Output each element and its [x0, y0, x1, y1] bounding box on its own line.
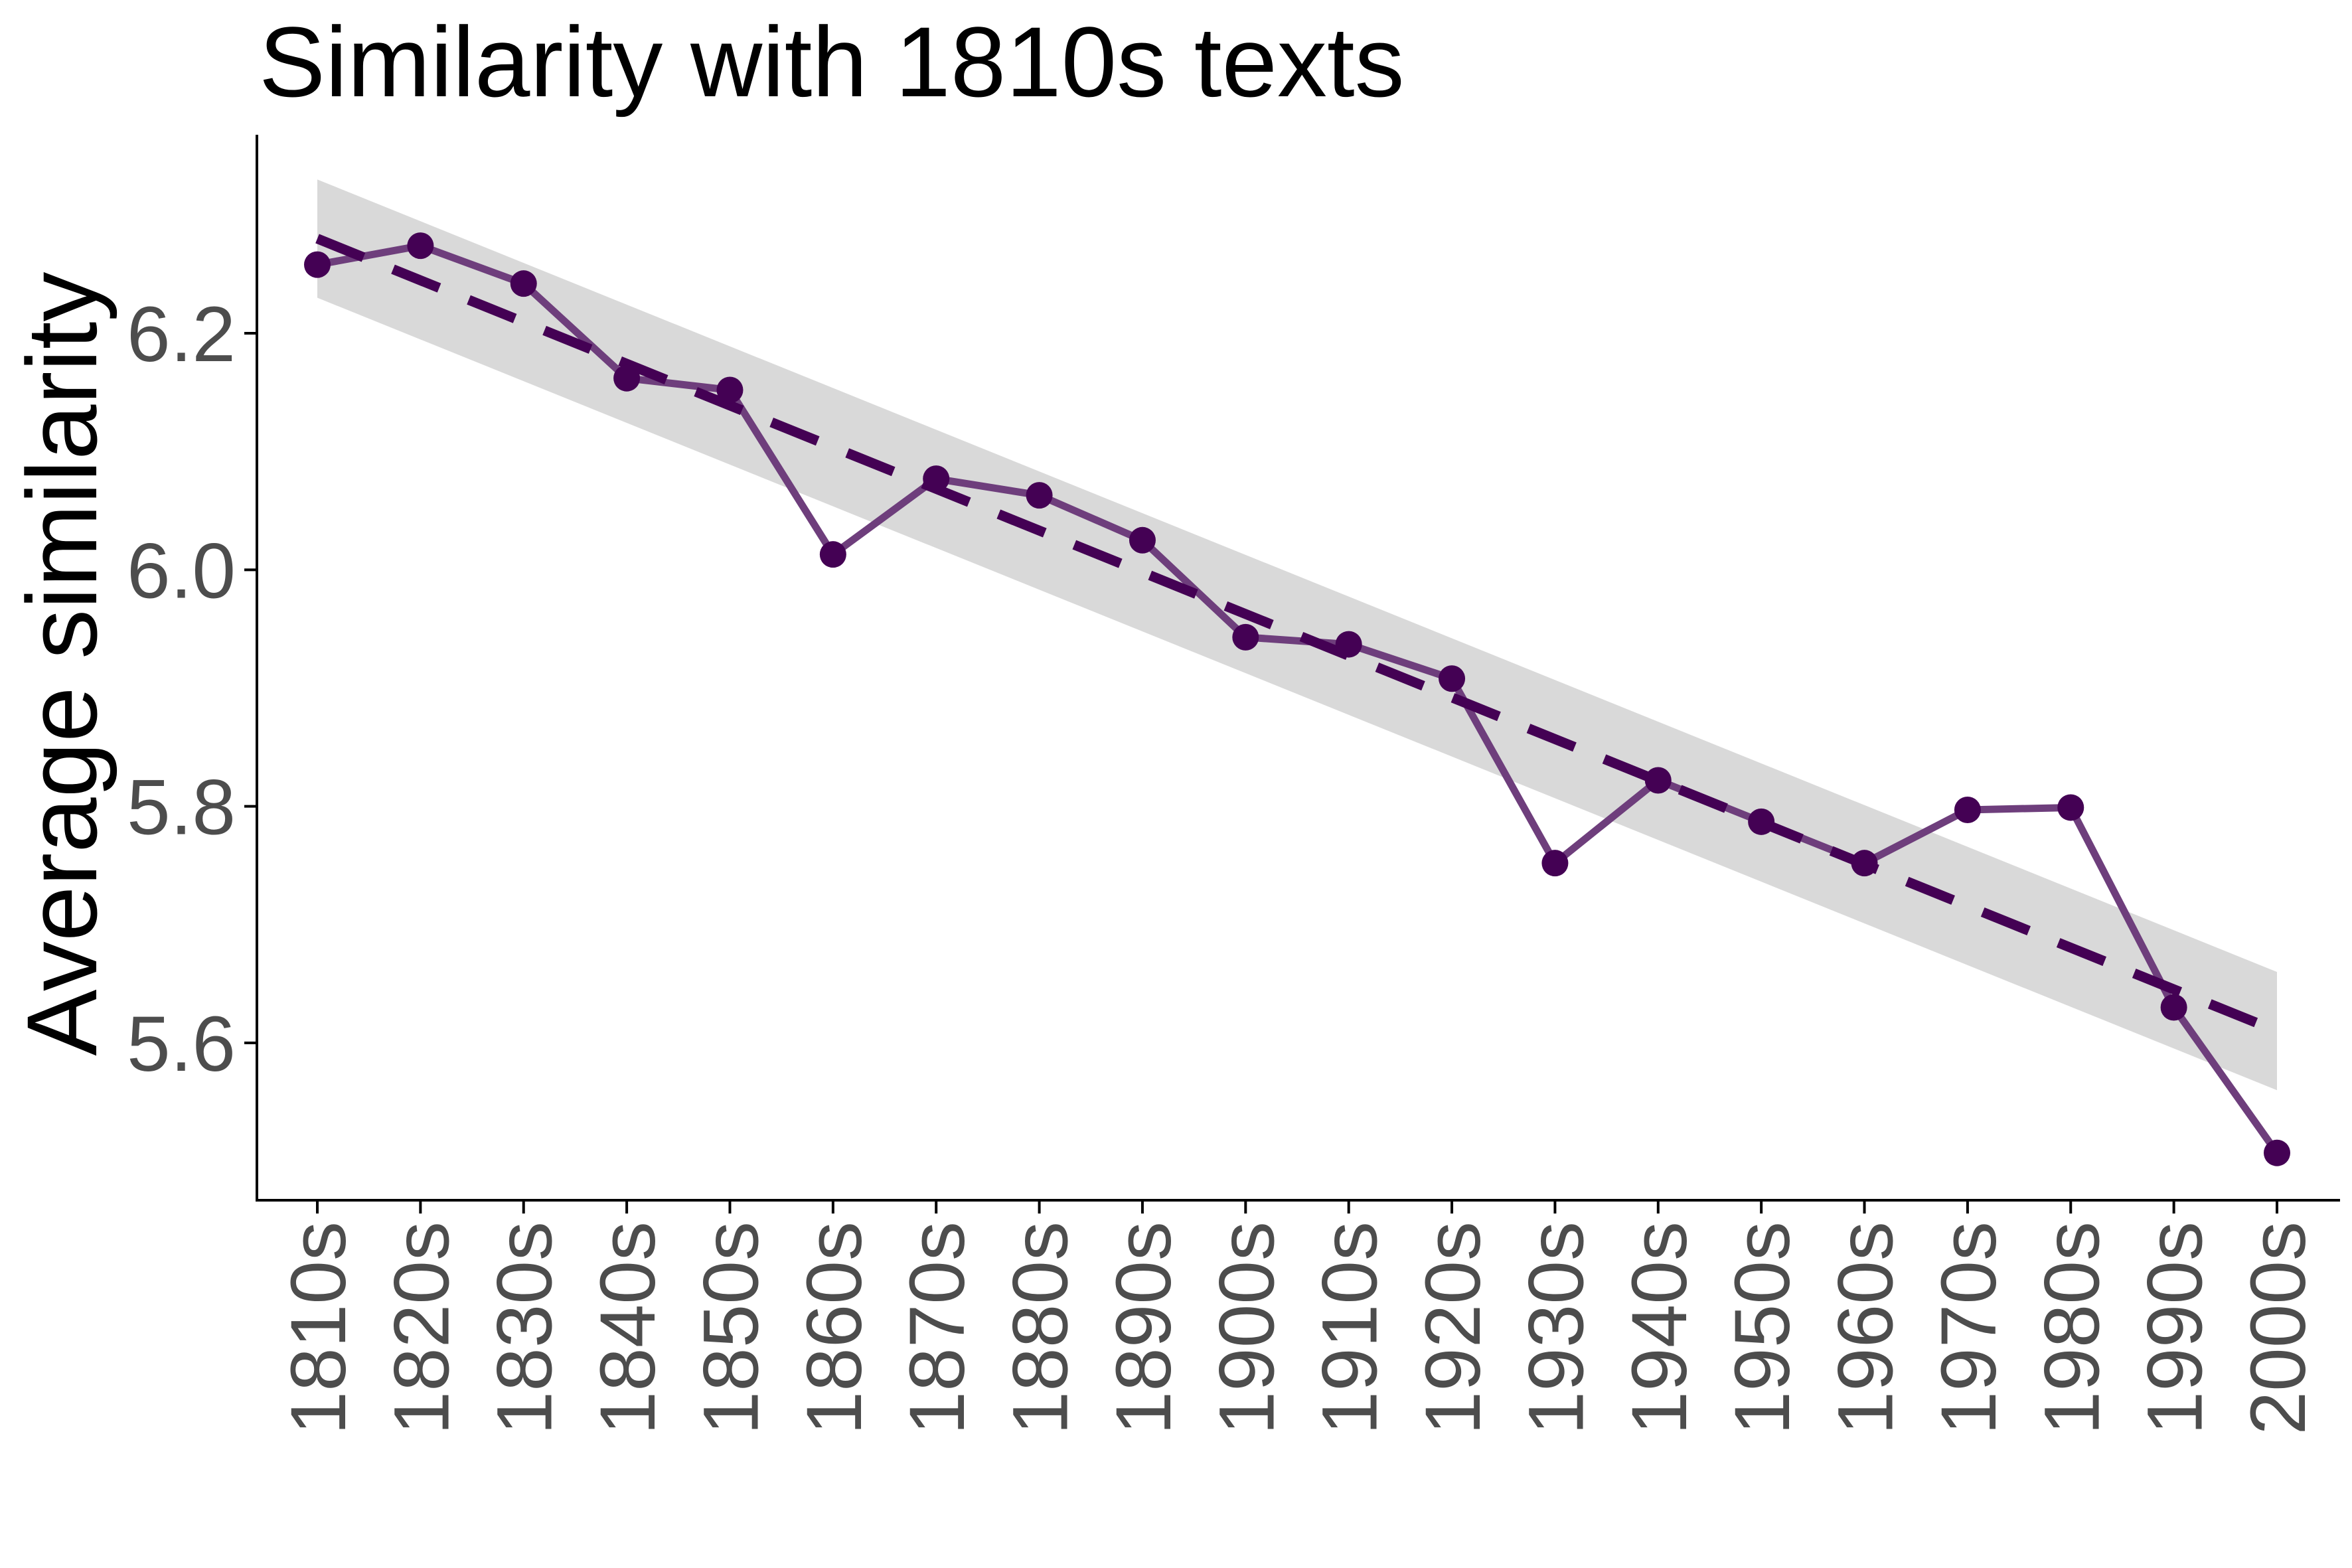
x-ticks: 1810s 1820s 1830s 1840s 1850s 1860s 1870s 1880s…	[275, 1200, 2322, 1435]
x-tick-label: 1980s	[2028, 1221, 2116, 1435]
data-point-1810s	[304, 251, 331, 278]
data-point-1890s	[1129, 526, 1156, 554]
series-line-layer	[313, 242, 2281, 1157]
x-tick-label: 1850s	[687, 1221, 775, 1435]
x-tick-label: 1940s	[1616, 1221, 1703, 1435]
confidence-band-layer	[317, 179, 2277, 1091]
data-point-1860s	[819, 541, 846, 568]
data-points-layer	[304, 232, 2290, 1166]
data-point-1910s	[1335, 631, 1362, 658]
trend-line	[315, 234, 2279, 1036]
data-point-1990s	[2160, 994, 2187, 1021]
y-ticks: 5.6 5.8 6.0 6.2	[127, 291, 257, 1088]
x-tick-label: 1870s	[894, 1221, 981, 1435]
data-point-1940s	[1644, 767, 1672, 794]
x-tick-label: 1900s	[1203, 1221, 1291, 1435]
x-tick-label: 1950s	[1719, 1221, 1806, 1435]
data-point-1900s	[1232, 623, 1259, 651]
x-tick-label: 1920s	[1409, 1221, 1497, 1435]
x-tick-label: 1840s	[584, 1221, 672, 1435]
y-tick-label: 5.8	[127, 764, 236, 852]
confidence-band	[317, 179, 2277, 1091]
x-tick-label: 1830s	[481, 1221, 569, 1435]
x-tick-label: 1890s	[1100, 1221, 1188, 1435]
x-tick-label: 1930s	[1512, 1221, 1600, 1435]
x-tick-label: 1820s	[378, 1221, 465, 1435]
data-point-1980s	[2057, 794, 2084, 821]
data-point-1930s	[1541, 850, 1569, 877]
data-point-1950s	[1748, 808, 1775, 835]
y-tick-label: 5.6	[127, 1000, 236, 1088]
x-tick-label: 1960s	[1822, 1221, 1910, 1435]
x-tick-label: 1810s	[275, 1221, 362, 1435]
y-tick-label: 6.2	[127, 291, 236, 378]
data-point-1870s	[923, 465, 950, 493]
data-point-1960s	[1851, 850, 1878, 877]
data-point-2000s	[2264, 1139, 2290, 1166]
data-point-1880s	[1026, 482, 1053, 509]
trend-line-layer	[315, 234, 2279, 1036]
data-point-1820s	[407, 232, 434, 260]
x-tick-label: 1880s	[997, 1221, 1085, 1435]
x-tick-label: 1970s	[1925, 1221, 2013, 1435]
y-axis-label: Average similarity	[6, 272, 118, 1056]
chart-title: Similarity with 1810s texts	[259, 6, 1405, 118]
data-point-1840s	[613, 364, 641, 392]
x-tick-label: 1910s	[1306, 1221, 1394, 1435]
x-tick-label: 1990s	[2132, 1221, 2219, 1435]
y-tick-label: 6.0	[127, 527, 236, 615]
series-line	[313, 242, 2281, 1157]
data-point-1850s	[716, 376, 744, 404]
data-point-1970s	[1954, 797, 1981, 824]
data-point-1830s	[510, 270, 537, 297]
data-point-1920s	[1439, 665, 1466, 692]
x-tick-label: 2000s	[2234, 1221, 2322, 1435]
x-tick-label: 1860s	[791, 1221, 878, 1435]
